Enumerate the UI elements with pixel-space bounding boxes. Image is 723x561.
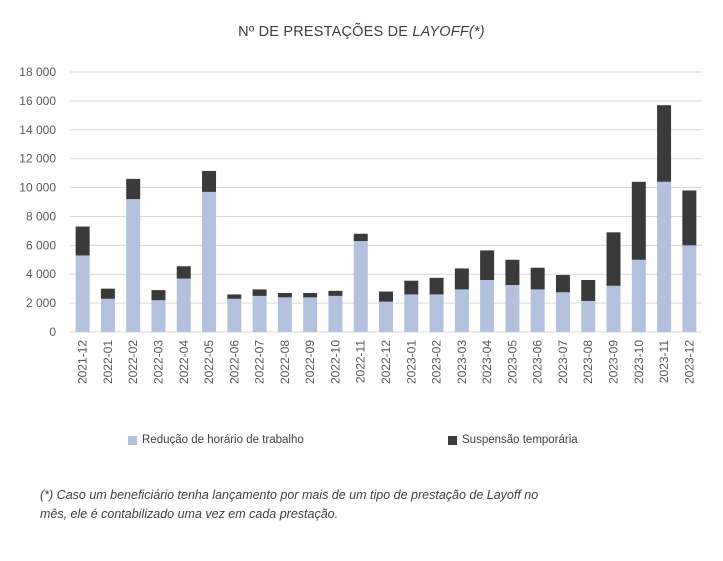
- bar-suspensao-2022-04: [176, 266, 191, 279]
- x-tick-label-2021-12: 2021-12: [76, 340, 90, 384]
- chart-title-emphasis: LAYOFF: [412, 24, 469, 40]
- x-tick-label-2023-06: 2023-06: [531, 340, 545, 384]
- legend-item-suspensao: Suspensão temporária: [448, 434, 578, 446]
- chart-title-prefix: Nº DE PRESTAÇÕES DE: [238, 24, 413, 40]
- x-tick-label-2023-10: 2023-10: [632, 340, 646, 384]
- bar-suspensao-2023-12: [682, 190, 697, 246]
- y-tick-label-1: 2 000: [26, 296, 56, 310]
- bar-suspensao-2021-12: [75, 226, 90, 256]
- legend-swatch-suspensao: [448, 435, 457, 445]
- y-tick-label-4: 8 000: [26, 209, 56, 223]
- y-tick-label-8: 16 000: [19, 94, 56, 108]
- bar-suspensao-2023-11: [657, 105, 672, 182]
- bar-reducao-2022-05: [202, 191, 217, 332]
- bar-suspensao-2023-01: [404, 280, 419, 295]
- bar-suspensao-2022-03: [151, 290, 166, 301]
- y-tick-label-7: 14 000: [19, 123, 56, 137]
- bar-reducao-2023-01: [404, 294, 419, 332]
- bar-suspensao-2023-07: [555, 274, 570, 293]
- y-tick-label-5: 10 000: [19, 181, 56, 195]
- bar-reducao-2022-02: [126, 199, 141, 332]
- bar-reducao-2022-06: [227, 298, 242, 332]
- bar-reducao-2022-12: [379, 301, 393, 332]
- bar-reducao-2022-07: [252, 295, 267, 332]
- legend-label-reducao: Redução de horário de trabalho: [142, 434, 304, 446]
- chart-title: Nº DE PRESTAÇÕES DE LAYOFF(*): [0, 24, 723, 40]
- bar-suspensao-2022-11: [353, 233, 368, 241]
- footnote: (*) Caso um beneficiário tenha lançament…: [40, 486, 702, 524]
- legend-item-reducao: Redução de horário de trabalho: [128, 434, 304, 446]
- bar-suspensao-2022-06: [227, 294, 242, 299]
- x-tick-label-2022-01: 2022-01: [101, 340, 115, 384]
- bar-reducao-2022-08: [277, 297, 292, 332]
- x-tick-label-2023-04: 2023-04: [480, 340, 494, 384]
- bar-suspensao-2023-05: [505, 259, 520, 286]
- bar-reducao-2023-02: [429, 294, 444, 332]
- bar-reducao-2022-11: [353, 241, 368, 332]
- y-tick-label-9: 18 000: [19, 65, 56, 79]
- y-tick-label-2: 4 000: [26, 267, 56, 281]
- bar-reducao-2021-12: [75, 255, 90, 332]
- bar-reducao-2023-08: [581, 300, 596, 332]
- y-tick-label-6: 12 000: [19, 152, 56, 166]
- bar-reducao-2022-03: [151, 300, 166, 332]
- y-tick-label-0: 0: [49, 325, 56, 339]
- legend-swatch-reducao: [128, 435, 137, 445]
- footnote-line-2: mês, ele é contabilizado uma vez em cada…: [40, 507, 339, 521]
- x-tick-label-2022-07: 2022-07: [253, 340, 267, 384]
- y-tick-label-3: 6 000: [26, 238, 56, 252]
- bar-suspensao-2022-12: [379, 291, 393, 302]
- bar-suspensao-2022-02: [126, 178, 141, 200]
- x-tick-label-2022-08: 2022-08: [278, 340, 292, 384]
- x-tick-label-2023-07: 2023-07: [556, 340, 570, 384]
- x-tick-label-2023-09: 2023-09: [607, 340, 621, 384]
- x-tick-label-2022-03: 2022-03: [151, 340, 165, 384]
- bar-suspensao-2022-10: [328, 290, 343, 296]
- bar-reducao-2023-06: [530, 289, 545, 332]
- x-tick-label-2022-10: 2022-10: [328, 340, 342, 384]
- bar-reducao-2022-01: [100, 298, 115, 332]
- bar-reducao-2022-10: [328, 295, 343, 332]
- bar-suspensao-2023-03: [454, 268, 469, 290]
- bar-suspensao-2022-05: [202, 170, 217, 192]
- footnote-line-1: (*) Caso um beneficiário tenha lançament…: [40, 488, 539, 502]
- bar-reducao-2023-03: [454, 289, 469, 332]
- x-tick-label-2023-05: 2023-05: [505, 340, 519, 384]
- x-tick-label-2022-06: 2022-06: [227, 340, 241, 384]
- x-tick-label-2023-01: 2023-01: [404, 340, 418, 384]
- x-tick-label-2023-03: 2023-03: [455, 340, 469, 384]
- bar-suspensao-2023-06: [530, 267, 545, 290]
- x-tick-label-2023-11: 2023-11: [657, 340, 671, 383]
- x-tick-label-2022-04: 2022-04: [177, 340, 191, 384]
- legend-label-suspensao: Suspensão temporária: [462, 434, 578, 446]
- x-tick-label-2022-09: 2022-09: [303, 340, 317, 384]
- x-tick-label-2022-05: 2022-05: [202, 340, 216, 384]
- bar-suspensao-2022-07: [252, 289, 267, 296]
- bar-suspensao-2023-10: [631, 181, 646, 260]
- bar-reducao-2023-12: [682, 245, 697, 332]
- bar-suspensao-2022-01: [100, 288, 115, 299]
- bar-suspensao-2022-09: [303, 293, 318, 298]
- x-tick-label-2022-02: 2022-02: [126, 340, 140, 384]
- bar-reducao-2023-10: [631, 259, 646, 332]
- bar-reducao-2022-09: [303, 297, 318, 332]
- x-tick-label-2022-12: 2022-12: [379, 340, 393, 384]
- bar-suspensao-2023-04: [480, 250, 495, 280]
- bar-reducao-2023-11: [657, 181, 672, 332]
- bar-reducao-2022-04: [176, 278, 191, 332]
- x-tick-label-2022-11: 2022-11: [354, 340, 368, 383]
- bar-reducao-2023-09: [606, 285, 621, 332]
- bar-suspensao-2023-08: [581, 280, 596, 301]
- x-tick-label-2023-08: 2023-08: [581, 340, 595, 384]
- stacked-bar-chart: 0 2 000 4 000 6 000 8 000 10 000 12 000 14 000 1…: [19, 65, 702, 384]
- bar-suspensao-2023-09: [606, 232, 621, 286]
- bar-suspensao-2023-02: [429, 277, 444, 295]
- x-tick-label-2023-02: 2023-02: [430, 340, 444, 384]
- bar-reducao-2023-05: [505, 285, 520, 332]
- bar-suspensao-2022-08: [277, 293, 292, 298]
- x-tick-label-2023-12: 2023-12: [682, 340, 696, 384]
- chart-title-suffix: (*): [468, 24, 485, 40]
- bar-reducao-2023-07: [555, 292, 570, 332]
- bar-reducao-2023-04: [480, 280, 495, 332]
